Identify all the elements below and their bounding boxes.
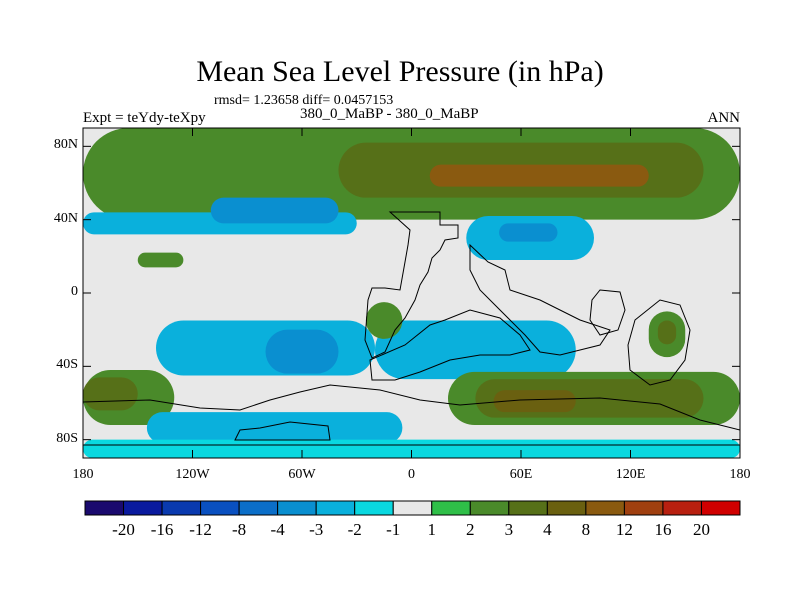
colorbar-label: -2: [347, 520, 362, 539]
coastline-africa-europe: [364, 211, 459, 359]
center-label: 380_0_MaBP - 380_0_MaBP: [300, 106, 479, 122]
contour-region-2: [429, 164, 649, 187]
colorbar-box: [84, 500, 125, 516]
x-tick-label: 60W: [288, 467, 316, 482]
coastlines: [83, 211, 740, 446]
axis-ticks: [82, 128, 741, 458]
coastline-india: [589, 289, 626, 336]
colorbar-box: [700, 500, 741, 516]
colorbar: [84, 500, 741, 516]
x-tick-label: 180: [729, 467, 751, 482]
colorbar-box: [315, 500, 356, 516]
colorbar-label: -8: [232, 520, 247, 539]
contour-region-4: [210, 197, 339, 224]
contour-region-17: [657, 320, 677, 345]
colorbar-box: [161, 500, 202, 516]
map-area: [83, 128, 740, 458]
coastline-australia: [627, 299, 691, 386]
coastline-south-america: [369, 309, 531, 381]
colorbar-label: 3: [504, 520, 514, 539]
colorbar-box: [238, 500, 279, 516]
colorbar-box: [392, 500, 433, 516]
colorbar-label: 1: [427, 520, 437, 539]
colorbar-box: [546, 500, 587, 516]
contour-region-7: [137, 252, 184, 268]
contour-region-9: [265, 329, 339, 374]
colorbar-label: -12: [189, 520, 212, 539]
colorbar-label: -20: [112, 520, 135, 539]
colorbar-box: [585, 500, 625, 516]
contour-region-6: [499, 223, 558, 242]
contour-region-15: [493, 390, 576, 413]
colorbar-box: [431, 500, 471, 516]
colorbar-label: 20: [692, 520, 710, 539]
season-label: ANN: [707, 110, 741, 126]
colorbar-box: [623, 500, 664, 516]
colorbar-label: -3: [309, 520, 324, 539]
colorbar-label: -4: [270, 520, 285, 539]
y-tick-label: 0: [71, 284, 78, 299]
x-tick-label: 180: [72, 467, 94, 482]
coastline-antarctica: [83, 384, 740, 446]
x-tick-label: 120E: [615, 467, 646, 482]
x-tick-label: 60E: [509, 467, 533, 482]
y-tick-label: 40S: [56, 357, 78, 373]
colorbar-box: [662, 500, 702, 516]
x-tick-label: 120W: [175, 467, 210, 482]
coastline-antarctic-peninsula: [234, 421, 331, 441]
x-tick-label: 0: [408, 467, 415, 482]
colorbar-label: -1: [386, 520, 401, 539]
contour-regions: [83, 128, 740, 458]
colorbar-label: 12: [615, 520, 633, 539]
y-tick-label: 80N: [53, 137, 78, 153]
colorbar-box: [123, 500, 163, 516]
contour-region-10: [375, 320, 576, 380]
experiment-label: Expt = teYdy-teXpy: [83, 110, 206, 126]
colorbar-box: [354, 500, 394, 516]
colorbar-label: 8: [581, 520, 591, 539]
colorbar-box: [200, 500, 240, 516]
contour-region-8: [156, 320, 375, 376]
y-tick-label: 40N: [53, 210, 78, 226]
stats-label: rmsd= 1.23658 diff= 0.0457153: [214, 93, 394, 108]
colorbar-label: 2: [466, 520, 475, 539]
colorbar-box: [469, 500, 510, 516]
contour-region-18: [365, 302, 403, 339]
colorbar-box: [508, 500, 548, 516]
colorbar-label: 4: [543, 520, 552, 539]
contour-region-20: [83, 439, 740, 458]
chart-title: Mean Sea Level Pressure (in hPa): [196, 55, 604, 88]
coastline-asia: [469, 243, 611, 356]
y-tick-label: 80S: [56, 430, 78, 446]
colorbar-label: 16: [654, 520, 672, 539]
contour-region-12: [83, 377, 138, 411]
colorbar-box: [277, 500, 317, 516]
colorbar-label: -16: [150, 520, 174, 539]
contour-region-19: [146, 412, 403, 444]
